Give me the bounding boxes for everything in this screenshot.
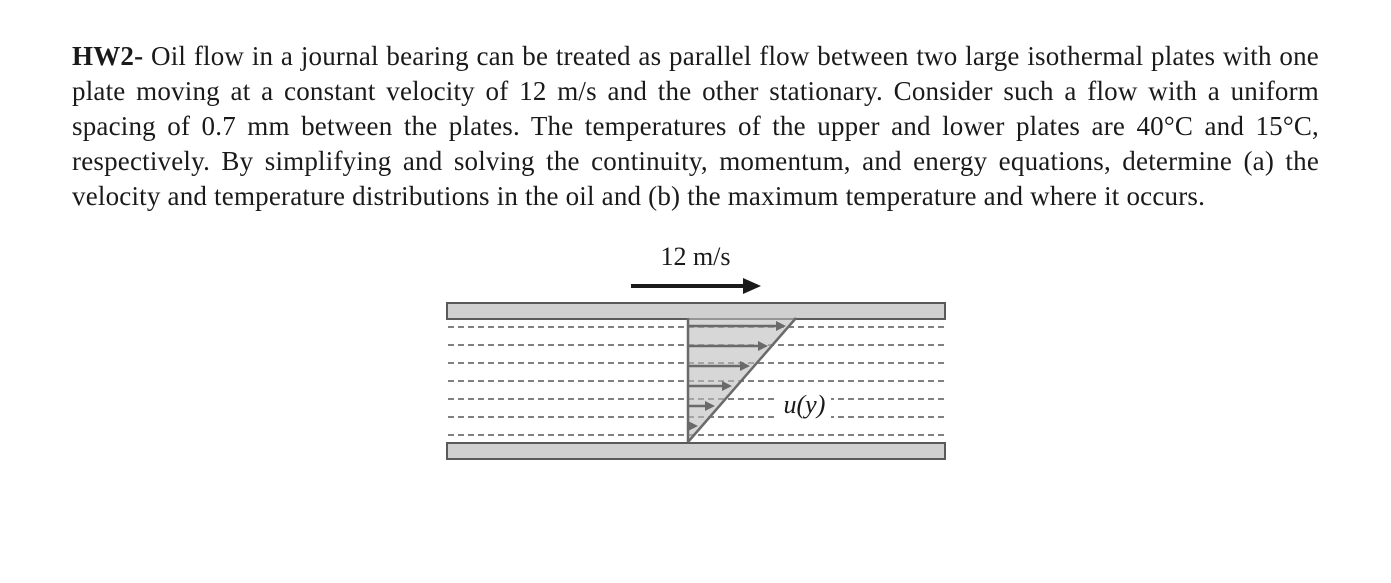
- text-seg-3: between the plates. The temperatures of …: [290, 111, 1137, 141]
- velocity-value: 12 m/s: [519, 76, 597, 106]
- couette-flow-figure: 12 m/s u(y): [436, 242, 956, 472]
- text-and: and: [1193, 111, 1255, 141]
- temp-upper: 40°C: [1136, 111, 1193, 141]
- velocity-profile: [436, 242, 956, 472]
- problem-id: HW2-: [72, 41, 143, 71]
- temp-lower: 15°C: [1255, 111, 1312, 141]
- problem-statement: HW2- Oil flow in a journal bearing can b…: [72, 39, 1319, 214]
- velocity-profile-label: u(y): [778, 390, 832, 420]
- gap-value: 0.7 mm: [202, 111, 290, 141]
